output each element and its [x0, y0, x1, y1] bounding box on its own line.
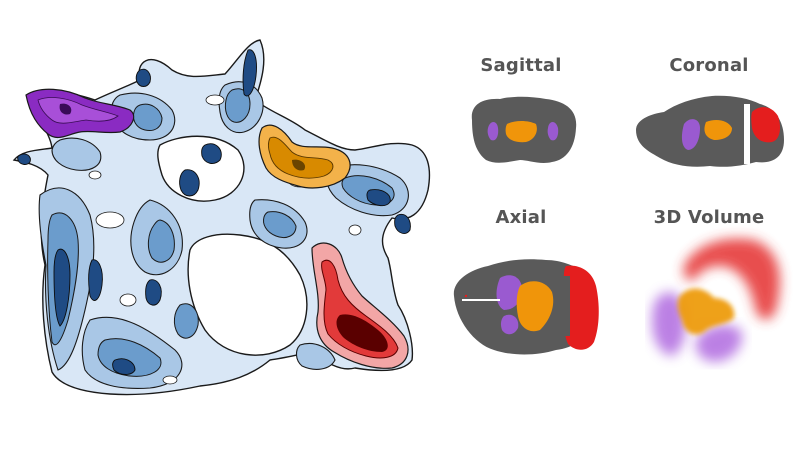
sagittal-label: Sagittal	[480, 55, 562, 76]
axial-label: Axial	[495, 207, 547, 228]
network-core-regions	[17, 49, 411, 375]
3d-volume-render	[652, 238, 780, 362]
axial-slice	[453, 259, 599, 355]
contour-network-map	[12, 39, 431, 396]
coronal-label: Coronal	[669, 55, 749, 76]
sagittal-slice	[471, 96, 577, 163]
region-purple	[25, 88, 135, 139]
network-holes	[88, 94, 362, 385]
coronal-slice	[636, 95, 784, 167]
region-orange	[258, 124, 351, 189]
region-red	[311, 242, 409, 369]
3d-volume-label: 3D Volume	[653, 207, 765, 228]
